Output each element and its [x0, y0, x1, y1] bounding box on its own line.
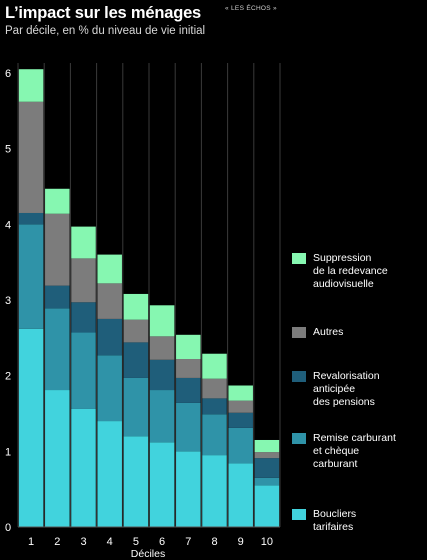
- bar-segment-boucliers: [71, 408, 96, 527]
- bar-segment-redevance: [176, 334, 201, 360]
- chart-title: L’impact sur les ménages: [5, 4, 202, 22]
- bar-segment-autres: [228, 400, 253, 413]
- x-tick-label: 3: [80, 536, 86, 548]
- bar-segment-boucliers: [45, 390, 70, 527]
- bar-segment-autres: [176, 359, 201, 378]
- legend-swatch: [292, 509, 306, 520]
- bar-segment-revalorisation: [149, 359, 175, 391]
- bar-segment-redevance: [254, 439, 280, 453]
- bar-segment-revalorisation: [254, 458, 280, 478]
- bar-segment-boucliers: [149, 442, 175, 527]
- legend-label: Revalorisation anticipée des pensions: [313, 370, 380, 408]
- bar-segment-redevance: [202, 353, 227, 379]
- legend-swatch: [292, 253, 306, 264]
- bar-segment-revalorisation: [18, 212, 44, 225]
- chart-subtitle: Par décile, en % du niveau de vie initia…: [5, 25, 206, 37]
- legend-swatch: [292, 433, 306, 444]
- bar-segment-autres: [149, 336, 175, 360]
- bar-segment-remise: [202, 414, 227, 456]
- bar-segment-autres: [254, 452, 280, 459]
- bar-segment-remise: [254, 477, 280, 486]
- bar-segment-revalorisation: [71, 302, 96, 333]
- bar-segment-revalorisation: [123, 342, 149, 378]
- legend-item-revalorisation: Revalorisation anticipée des pensions: [292, 370, 427, 409]
- bar-segment-redevance: [71, 226, 96, 259]
- y-tick-label: 4: [5, 219, 11, 231]
- bar-segment-revalorisation: [45, 285, 70, 309]
- bar-segment-boucliers: [18, 328, 44, 527]
- x-tick-label: 7: [185, 536, 191, 548]
- y-tick-label: 1: [5, 446, 11, 458]
- x-axis-title: Déciles: [131, 548, 165, 560]
- source-label: « LES ÉCHOS »: [225, 5, 277, 12]
- bar-segment-remise: [45, 308, 70, 391]
- legend-label: Remise carburant et chèque carburant: [313, 432, 396, 470]
- bar-segment-revalorisation: [176, 377, 201, 403]
- bar-segment-redevance: [18, 69, 44, 102]
- bar-segment-redevance: [123, 293, 149, 320]
- y-tick-label: 2: [5, 371, 11, 383]
- x-tick-label: 2: [54, 536, 60, 548]
- bar-segment-remise: [123, 377, 149, 437]
- bar-segment-redevance: [45, 188, 70, 214]
- x-tick-label: 4: [107, 536, 113, 548]
- bar-segment-autres: [18, 101, 44, 213]
- legend-item-boucliers: Boucliers tarifaires: [292, 508, 427, 534]
- legend-swatch: [292, 371, 306, 382]
- bar-segment-autres: [45, 213, 70, 286]
- x-tick-label: 8: [211, 536, 217, 548]
- x-tick-label: 10: [261, 536, 273, 548]
- y-tick-label: 5: [5, 144, 11, 156]
- bar-segment-boucliers: [202, 455, 227, 527]
- legend-label: Autres: [313, 326, 344, 338]
- x-tick-label: 1: [28, 536, 34, 548]
- bar-segment-autres: [97, 283, 122, 319]
- legend-item-autres: Autres: [292, 326, 427, 339]
- legend-item-remise: Remise carburant et chèque carburant: [292, 432, 427, 471]
- bar-segment-revalorisation: [97, 318, 122, 356]
- bar-segment-remise: [18, 224, 44, 329]
- bar-segment-boucliers: [228, 463, 253, 527]
- y-tick-label: 6: [5, 68, 11, 80]
- bar-segment-autres: [71, 258, 96, 303]
- bar-segment-autres: [202, 378, 227, 399]
- y-tick-label: 3: [5, 295, 11, 307]
- bar-segment-boucliers: [176, 451, 201, 527]
- bar-segment-remise: [149, 390, 175, 443]
- y-tick-label: 0: [5, 522, 11, 534]
- bar-segment-remise: [97, 355, 122, 422]
- bar-segment-remise: [71, 332, 96, 409]
- legend-label: Boucliers tarifaires: [313, 508, 357, 533]
- legend-swatch: [292, 327, 306, 338]
- legend-label: Suppression de la redevance audiovisuell…: [313, 252, 388, 290]
- x-tick-label: 6: [159, 536, 165, 548]
- bar-segment-revalorisation: [228, 412, 253, 428]
- bar-segment-revalorisation: [202, 398, 227, 415]
- bar-segment-redevance: [228, 385, 253, 401]
- bar-segment-boucliers: [97, 421, 122, 527]
- bar-segment-boucliers: [123, 436, 149, 527]
- legend-item-redevance: Suppression de la redevance audiovisuell…: [292, 252, 427, 291]
- x-tick-label: 5: [133, 536, 139, 548]
- bar-segment-boucliers: [254, 485, 280, 527]
- bar-segment-autres: [123, 319, 149, 343]
- bar-segment-remise: [176, 402, 201, 452]
- bar-segment-redevance: [97, 254, 122, 284]
- x-tick-label: 9: [238, 536, 244, 548]
- bar-segment-remise: [228, 427, 253, 464]
- bar-segment-redevance: [149, 305, 175, 337]
